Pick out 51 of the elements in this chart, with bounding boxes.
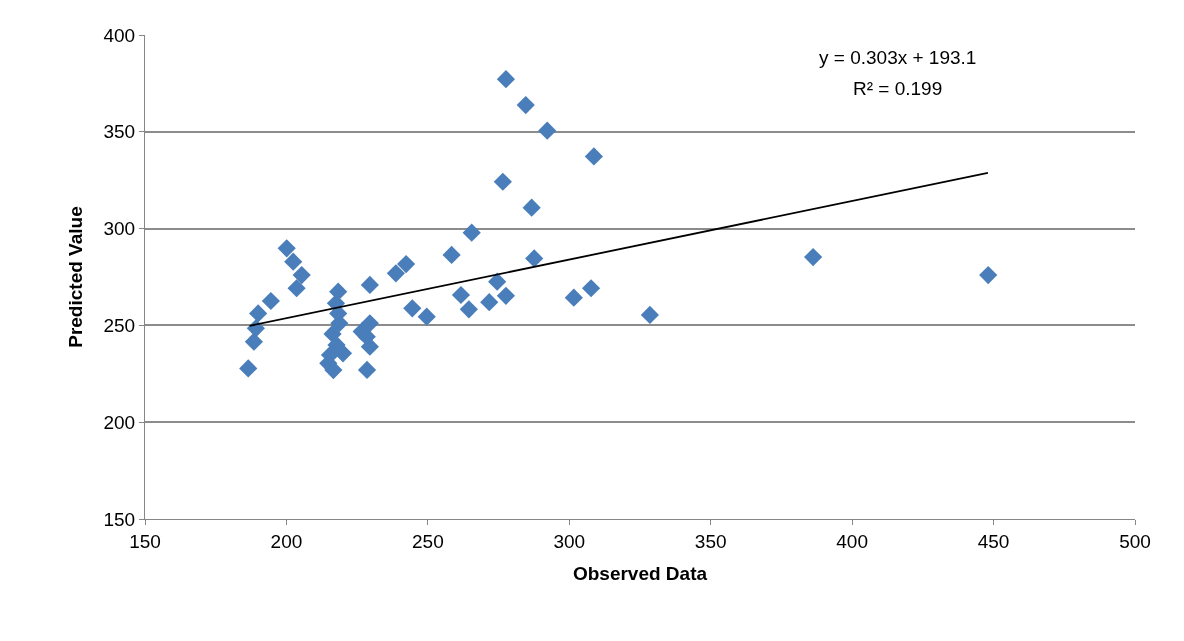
point <box>522 198 541 217</box>
x-tick-label: 500 <box>1119 530 1151 552</box>
x-tick-label: 400 <box>836 530 868 552</box>
x-tick-label: 250 <box>412 530 444 552</box>
point <box>496 70 516 89</box>
point <box>277 239 296 258</box>
point <box>525 249 544 268</box>
x-axis-title: Observed Data <box>572 562 708 584</box>
point <box>249 304 268 323</box>
point <box>459 300 478 319</box>
point <box>357 360 377 380</box>
annotation: y = 0.303x + 193.1 <box>819 47 977 68</box>
y-tick-label: 300 <box>103 218 136 240</box>
point <box>584 147 603 166</box>
y-tick-label: 400 <box>103 24 136 46</box>
point <box>360 275 379 295</box>
point <box>804 247 823 267</box>
x-tick-label: 300 <box>553 530 586 552</box>
point <box>496 286 516 305</box>
point <box>386 264 405 283</box>
y-axis-title: Predicted Value <box>65 206 87 348</box>
point <box>261 291 280 311</box>
x-tick-label: 150 <box>129 530 161 552</box>
point <box>442 245 461 265</box>
point <box>417 307 436 326</box>
point <box>292 265 311 285</box>
y-tick-label: 200 <box>103 411 136 433</box>
x-tick-label: 350 <box>694 530 727 552</box>
point <box>480 293 499 312</box>
point <box>462 223 481 242</box>
point <box>396 254 416 274</box>
y-tick-label: 250 <box>103 315 136 337</box>
point <box>640 305 659 325</box>
point <box>284 252 303 271</box>
point <box>488 272 507 291</box>
point <box>979 265 998 285</box>
point <box>538 121 557 140</box>
point <box>581 279 601 298</box>
y-tick-label: 150 <box>103 508 136 530</box>
point <box>493 172 512 191</box>
point <box>244 332 263 351</box>
x-tick-label: 450 <box>977 530 1010 552</box>
point <box>403 299 422 318</box>
point <box>239 359 258 378</box>
point <box>287 279 306 298</box>
y-tick-label: 350 <box>103 121 136 143</box>
point <box>564 288 583 307</box>
point <box>516 95 535 115</box>
x-tick-label: 200 <box>270 530 303 552</box>
annotation: R² = 0.199 <box>853 78 943 99</box>
point <box>451 285 471 305</box>
